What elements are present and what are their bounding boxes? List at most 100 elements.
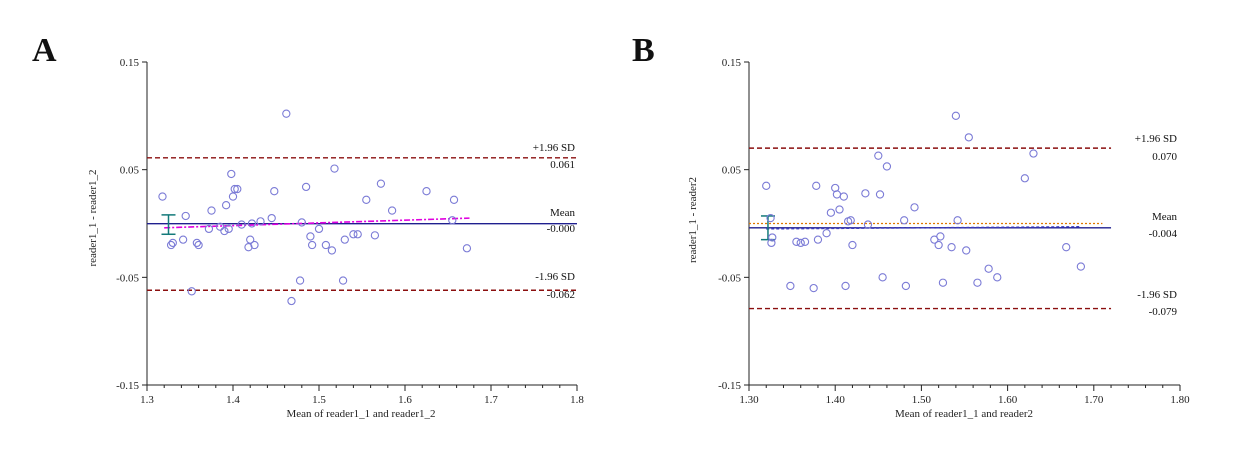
- x-tick-label: 1.80: [1170, 394, 1190, 406]
- data-point: [187, 287, 196, 296]
- data-point: [800, 237, 810, 246]
- data-point: [934, 240, 943, 250]
- x-axis-title: Mean of reader1_1 and reader1_2: [286, 408, 435, 420]
- lower-loa-value: -0.062: [547, 289, 575, 301]
- data-point: [250, 240, 259, 250]
- x-tick-label: 1.60: [998, 394, 1018, 406]
- panel-letter: B: [632, 32, 655, 69]
- y-axis-title: reader1_1 - reader1_2: [87, 169, 99, 266]
- data-point: [878, 273, 887, 282]
- data-point: [762, 181, 771, 190]
- data-point: [192, 238, 202, 248]
- data-point: [207, 206, 216, 215]
- data-point: [839, 192, 848, 201]
- data-point: [215, 222, 225, 231]
- data-point: [301, 182, 311, 192]
- data-point: [330, 164, 339, 173]
- regression-line: [766, 226, 1081, 230]
- data-point: [786, 281, 795, 291]
- data-point: [422, 187, 431, 196]
- mean-value: -0.000: [547, 223, 576, 235]
- x-tick-label: 1.30: [739, 394, 759, 406]
- data-point: [237, 220, 246, 229]
- data-point: [314, 224, 324, 234]
- x-tick-label: 1.40: [826, 394, 846, 406]
- data-point: [181, 211, 190, 221]
- data-point: [841, 281, 850, 291]
- data-point: [246, 235, 255, 244]
- data-point: [900, 216, 909, 225]
- lower-loa-label: -1.96 SD: [535, 271, 575, 283]
- data-point: [1029, 149, 1038, 158]
- data-point: [953, 216, 962, 225]
- data-point: [267, 213, 276, 223]
- lower-loa-label: -1.96 SD: [1137, 289, 1177, 301]
- data-point: [353, 230, 362, 239]
- x-tick-label: 1.5: [312, 394, 326, 406]
- data-point: [835, 205, 844, 214]
- y-tick-label: -0.05: [718, 272, 741, 284]
- x-tick-label: 1.50: [912, 394, 932, 406]
- data-point: [846, 216, 855, 225]
- data-point: [168, 238, 177, 248]
- x-tick-label: 1.70: [1084, 394, 1104, 406]
- panel-a: A Mean of reader1_1 and reader1_2 reader…: [32, 32, 584, 420]
- data-point: [938, 278, 948, 287]
- panel-b: B Mean of reader1_1 and reader2 reader1_…: [632, 32, 1190, 420]
- data-point: [768, 233, 777, 242]
- data-point: [282, 109, 291, 118]
- upper-loa-label: +1.96 SD: [533, 142, 575, 154]
- data-point: [767, 238, 776, 248]
- mean-label: Mean: [550, 207, 576, 219]
- data-point: [792, 237, 801, 246]
- y-tick-label: -0.15: [718, 380, 741, 392]
- data-point: [227, 169, 236, 179]
- data-point: [813, 235, 823, 244]
- x-tick-label: 1.3: [140, 394, 154, 406]
- y-tick-label: -0.05: [116, 272, 139, 284]
- data-point: [270, 187, 279, 196]
- data-point: [861, 189, 870, 198]
- data-point: [370, 231, 380, 240]
- upper-loa-value: 0.070: [1152, 151, 1177, 163]
- y-tick-label: -0.15: [116, 380, 139, 392]
- data-point: [387, 206, 397, 215]
- data-point: [220, 226, 229, 236]
- data-point: [166, 240, 176, 250]
- x-tick-label: 1.7: [484, 394, 498, 406]
- data-point: [194, 240, 203, 250]
- data-point: [247, 219, 257, 228]
- data-point: [947, 243, 956, 252]
- data-point: [826, 208, 836, 217]
- data-point: [448, 216, 457, 225]
- data-point: [984, 264, 993, 273]
- regression-line: [164, 217, 470, 229]
- data-point: [1020, 174, 1029, 183]
- data-point: [1076, 262, 1086, 271]
- data-point: [376, 179, 386, 188]
- data-point: [295, 276, 305, 285]
- data-point: [306, 232, 315, 241]
- data-point: [822, 229, 831, 238]
- data-point: [809, 283, 818, 293]
- data-point: [964, 133, 973, 142]
- data-point: [848, 240, 857, 250]
- x-tick-label: 1.8: [570, 394, 584, 406]
- y-tick-label: 0.15: [722, 57, 742, 69]
- lower-loa-value: -0.079: [1149, 306, 1178, 318]
- y-tick-label: 0.15: [120, 57, 140, 69]
- mean-value: -0.004: [1149, 228, 1178, 240]
- data-point: [233, 184, 242, 194]
- data-point: [863, 220, 873, 229]
- data-point: [832, 190, 842, 199]
- data-point: [766, 213, 775, 223]
- data-point: [158, 192, 167, 201]
- data-point: [221, 201, 231, 210]
- y-axis-title: reader1_1 - reader2: [687, 177, 699, 263]
- data-point: [340, 235, 349, 244]
- data-point: [973, 278, 982, 287]
- data-point: [449, 195, 459, 204]
- mean-label: Mean: [1152, 211, 1178, 223]
- x-axis-title: Mean of reader1_1 and reader2: [895, 408, 1033, 420]
